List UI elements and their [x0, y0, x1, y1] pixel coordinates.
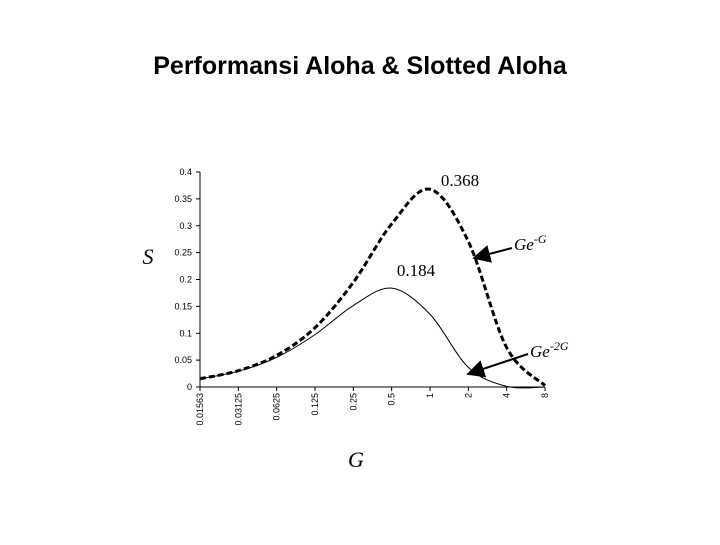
y-axis-label: S	[143, 244, 154, 269]
chart-title: Performansi Aloha & Slotted Aloha	[153, 52, 567, 80]
arrow-ge-2g	[466, 353, 529, 378]
x-tick-label: 0.0625	[272, 393, 282, 421]
y-tick-label: 0.35	[174, 194, 192, 204]
y-tick-label: 0.2	[179, 275, 192, 285]
x-tick-label: 8	[540, 393, 550, 398]
curve-label-ge-g-sup: -G	[534, 232, 547, 246]
curve-label-ge-g: Ge-G	[514, 232, 547, 254]
x-tick-label: 1	[425, 393, 435, 398]
curve-label-ge-2g: Ge-2G	[530, 339, 569, 361]
y-tick-label: 0.15	[174, 301, 192, 311]
arrow-ge-g	[472, 245, 513, 263]
series-line-ge-g	[199, 187, 547, 387]
x-axis-label: G	[348, 447, 364, 472]
curve-label-ge-2g-base: Ge	[530, 342, 550, 361]
y-axis-ticks: 0.4 0.35 0.3 0.25 0.2 0.15 0.1 0.05 0	[174, 167, 200, 392]
axes	[199, 172, 545, 388]
y-tick-label: 0.05	[174, 355, 192, 365]
series-line-ge-2g	[199, 287, 546, 389]
x-tick-label: 2	[463, 393, 473, 398]
annotation-0368: 0.368	[441, 171, 479, 190]
y-tick-label: 0	[187, 382, 192, 392]
x-axis-ticks: 0.01563 0.03125 0.0625 0.125 0.25 0.5 1 2 4 8	[195, 387, 550, 426]
curve-label-ge-2g-sup: -2G	[550, 339, 569, 353]
y-tick-label: 0.4	[179, 167, 192, 177]
x-tick-label: 0.125	[310, 393, 320, 416]
x-tick-label: 0.01563	[195, 393, 205, 426]
x-tick-label: 0.5	[387, 393, 397, 406]
y-tick-label: 0.1	[179, 328, 192, 338]
curve-label-ge-g-base: Ge	[514, 235, 534, 254]
annotation-0184: 0.184	[397, 261, 436, 280]
series-layer	[199, 187, 547, 389]
x-tick-label: 0.25	[348, 393, 358, 411]
y-tick-label: 0.25	[174, 248, 192, 258]
x-tick-label: 0.03125	[233, 393, 243, 426]
x-tick-label: 4	[502, 393, 512, 398]
y-tick-label: 0.3	[179, 221, 192, 231]
